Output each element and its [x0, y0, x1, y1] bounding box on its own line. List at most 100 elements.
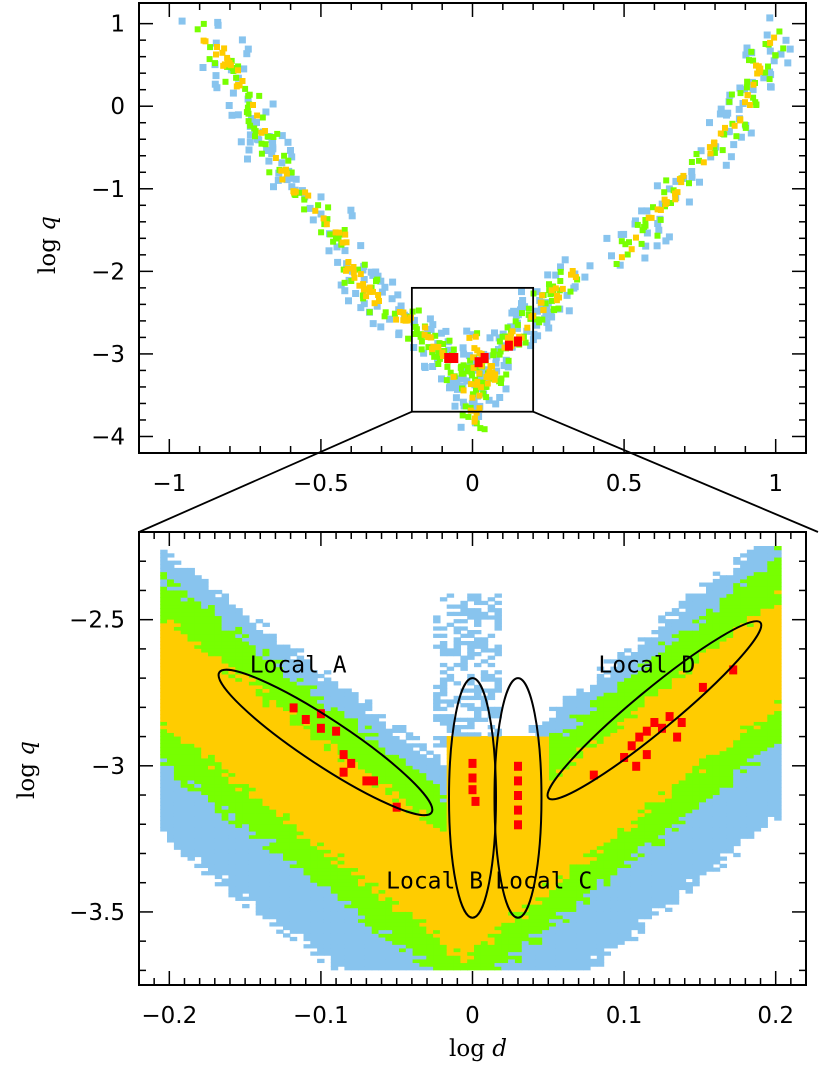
density-cell	[160, 582, 168, 587]
density-cell	[364, 849, 373, 854]
density-cell	[221, 743, 230, 748]
density-cell	[528, 776, 537, 781]
density-cell	[235, 710, 243, 715]
density-cell	[269, 882, 277, 887]
density-cell	[194, 746, 202, 752]
density-cell	[173, 765, 182, 770]
density-cell	[474, 893, 482, 898]
density-cell	[480, 659, 489, 664]
density-cell	[248, 736, 257, 741]
density-cell	[419, 878, 427, 883]
density-cell	[262, 882, 270, 887]
density-cell	[399, 856, 407, 861]
density-cell	[228, 728, 236, 733]
density-cell	[242, 732, 250, 737]
density-cell	[433, 779, 441, 785]
density-cell	[194, 816, 202, 821]
density-cell	[255, 834, 264, 839]
density-cell	[453, 860, 462, 865]
density-cell	[208, 856, 216, 861]
density-cell	[173, 801, 182, 806]
density-cell	[501, 922, 509, 927]
density-cell-outer	[519, 297, 527, 304]
density-cell	[269, 885, 277, 891]
density-cell-mid	[355, 266, 361, 273]
density-cell	[242, 706, 250, 712]
density-cell	[426, 900, 434, 905]
density-cell	[460, 772, 468, 777]
density-cell	[474, 896, 482, 901]
density-cell	[201, 827, 209, 832]
density-cell	[214, 805, 223, 810]
density-cell	[439, 951, 448, 956]
density-cell	[276, 659, 284, 664]
density-cell	[487, 754, 496, 759]
density-cell	[405, 915, 414, 920]
density-cell-mid	[235, 63, 242, 70]
density-cell	[419, 889, 427, 894]
density-cell	[310, 783, 318, 788]
density-cell	[351, 966, 359, 971]
density-cell-mid	[464, 368, 471, 375]
density-cell	[351, 896, 359, 901]
density-cell	[351, 721, 359, 726]
density-cell	[276, 714, 284, 719]
density-cell	[508, 765, 516, 770]
density-cell	[358, 768, 366, 774]
density-cell	[412, 911, 421, 916]
density-cell	[358, 838, 366, 843]
density-cell	[460, 852, 468, 858]
density-cell	[289, 757, 298, 763]
density-cell	[201, 637, 209, 642]
density-cell	[201, 699, 209, 704]
density-cell	[289, 867, 298, 872]
density-cell	[412, 936, 421, 942]
density-cell	[378, 925, 386, 931]
density-cell	[323, 787, 332, 792]
density-cell	[173, 703, 182, 708]
density-cell	[208, 608, 216, 613]
density-cell	[474, 831, 482, 836]
density-cell	[392, 728, 400, 733]
density-cell-outer	[357, 242, 365, 250]
density-cell-outer	[421, 362, 428, 370]
density-cell	[474, 929, 482, 934]
density-cell	[474, 776, 482, 781]
density-cell	[180, 739, 189, 744]
density-cell	[453, 648, 462, 653]
density-cell	[248, 710, 257, 715]
density-cell	[494, 688, 502, 693]
density-cell-inner	[278, 167, 285, 174]
density-cell-mid	[533, 316, 540, 323]
density-cell	[167, 670, 175, 675]
density-cell	[296, 714, 305, 719]
density-cell	[344, 874, 352, 880]
density-cell	[167, 798, 175, 803]
density-cell	[385, 779, 393, 785]
density-cell	[323, 834, 332, 839]
density-cell	[494, 900, 502, 905]
density-cell	[303, 670, 311, 675]
density-cell	[487, 852, 496, 858]
density-cell	[201, 820, 209, 825]
density-cell	[255, 739, 264, 744]
density-cell	[337, 761, 346, 766]
density-cell	[439, 779, 448, 785]
density-cell	[187, 633, 195, 638]
density-cell	[460, 925, 468, 931]
density-cell	[296, 684, 305, 690]
density-cell	[508, 849, 516, 854]
density-cell	[248, 798, 257, 803]
density-cell	[221, 849, 230, 854]
density-cell	[487, 904, 496, 909]
density-cell	[480, 761, 489, 766]
density-cell	[371, 893, 380, 898]
density-cell	[528, 761, 537, 766]
density-cell	[337, 717, 346, 722]
density-cell	[269, 860, 277, 865]
density-cell	[262, 714, 270, 719]
density-cell	[248, 725, 257, 730]
density-cell	[358, 706, 366, 712]
density-cell-mid	[435, 361, 442, 367]
density-cell-outer	[212, 72, 220, 80]
